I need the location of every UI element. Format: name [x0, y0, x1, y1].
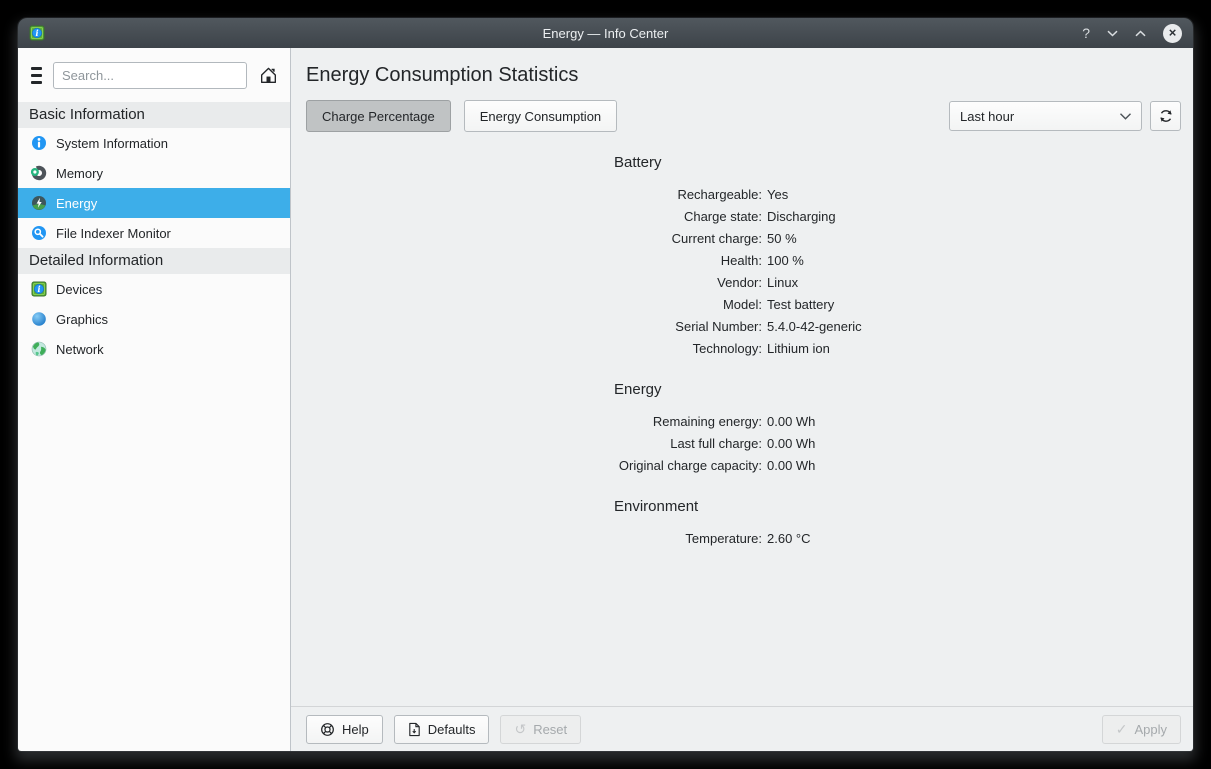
- sidebar-item-label: Energy: [56, 195, 98, 211]
- form-row: Vendor: Linux: [717, 275, 799, 290]
- sidebar-item-energy[interactable]: Energy: [18, 188, 290, 218]
- maximize-button[interactable]: [1135, 29, 1146, 37]
- form-row: Remaining energy: 0.00 Wh: [652, 414, 816, 429]
- search-input[interactable]: [53, 62, 247, 89]
- defaults-button[interactable]: Defaults: [393, 714, 490, 744]
- sidebar-item-file-indexer-monitor[interactable]: File Indexer Monitor: [18, 218, 290, 248]
- energy-consumption-button[interactable]: Energy Consumption: [463, 100, 618, 132]
- help-button[interactable]: Help: [306, 714, 383, 744]
- file-indexer-icon: [31, 225, 47, 241]
- document-icon: [409, 722, 420, 736]
- charge-percentage-button[interactable]: Charge Percentage: [306, 100, 451, 132]
- devices-icon: i: [31, 281, 47, 297]
- system-information-icon: [31, 135, 47, 151]
- energy-icon: [31, 195, 47, 211]
- toolbar: Charge Percentage Energy Consumption Las…: [306, 100, 1181, 132]
- svg-text:i: i: [37, 284, 40, 294]
- section-title-battery: Battery: [614, 154, 662, 171]
- close-button[interactable]: ×: [1163, 23, 1182, 43]
- main-content: Energy Consumption Statistics Charge Per…: [291, 48, 1193, 751]
- form-row: Last full charge: 0.00 Wh: [670, 436, 816, 451]
- form-row: Temperature: 2.60 °C: [685, 531, 811, 546]
- sidebar-item-label: Memory: [56, 165, 103, 181]
- window-title: Energy — Info Center: [542, 25, 669, 41]
- info-center-app-icon: i: [29, 25, 45, 41]
- sidebar-section-basic-information: Basic Information: [18, 102, 290, 128]
- undo-icon: ↺: [514, 721, 527, 737]
- sidebar: Basic Information System Information: [18, 48, 291, 751]
- titlebar: i Energy — Info Center ? ×: [18, 18, 1193, 48]
- time-range-select[interactable]: Last hour: [949, 101, 1142, 131]
- reset-button[interactable]: ↺ Reset: [500, 714, 582, 744]
- graphics-icon: [31, 311, 47, 327]
- form-row: Serial Number: 5.4.0-42-generic: [675, 319, 862, 334]
- section-title-energy: Energy: [614, 381, 662, 398]
- sidebar-item-label: File Indexer Monitor: [56, 225, 171, 241]
- time-range-selected-value: Last hour: [960, 108, 1015, 124]
- chevron-down-icon: [1119, 109, 1132, 124]
- sidebar-item-devices[interactable]: i Devices: [18, 274, 290, 304]
- help-whatsthis-button[interactable]: ?: [1082, 25, 1090, 41]
- sidebar-item-label: Graphics: [56, 311, 109, 327]
- memory-icon: [31, 165, 47, 181]
- page-title: Energy Consumption Statistics: [306, 64, 579, 86]
- sidebar-section-detailed-information: Detailed Information: [18, 248, 290, 274]
- sidebar-item-label: Devices: [56, 281, 103, 297]
- apply-button[interactable]: ✓ Apply: [1101, 714, 1181, 744]
- home-icon[interactable]: [258, 65, 279, 87]
- form-row: Model: Test battery: [722, 297, 835, 312]
- sidebar-item-label: Network: [56, 341, 104, 357]
- energy-form: Battery Rechargeable: Yes Charge state: …: [291, 132, 1193, 706]
- form-row: Original charge capacity: 0.00 Wh: [618, 458, 816, 473]
- form-row: Health: 100 %: [720, 253, 804, 268]
- footer-buttonbar: Help Defaults ↺ Reset ✓ Apply: [291, 706, 1193, 751]
- sidebar-item-network[interactable]: Network: [18, 334, 290, 364]
- sidebar-item-system-information[interactable]: System Information: [18, 128, 290, 158]
- sidebar-item-memory[interactable]: Memory: [18, 158, 290, 188]
- menu-hamburger-icon[interactable]: [31, 67, 42, 84]
- sidebar-item-graphics[interactable]: Graphics: [18, 304, 290, 334]
- sidebar-item-label: System Information: [56, 135, 168, 151]
- minimize-button[interactable]: [1107, 30, 1118, 37]
- svg-text:i: i: [35, 28, 38, 38]
- help-buoy-icon: [321, 722, 334, 736]
- form-row: Charge state: Discharging: [683, 209, 836, 224]
- refresh-button[interactable]: [1150, 101, 1181, 131]
- form-row: Rechargeable: Yes: [677, 187, 789, 202]
- form-row: Technology: Lithium ion: [692, 341, 830, 356]
- info-center-window: i Energy — Info Center ? ×: [18, 18, 1193, 751]
- checkmark-icon: ✓: [1115, 721, 1128, 737]
- form-row: Current charge: 50 %: [671, 231, 797, 246]
- network-icon: [31, 341, 47, 357]
- section-title-environment: Environment: [614, 498, 699, 515]
